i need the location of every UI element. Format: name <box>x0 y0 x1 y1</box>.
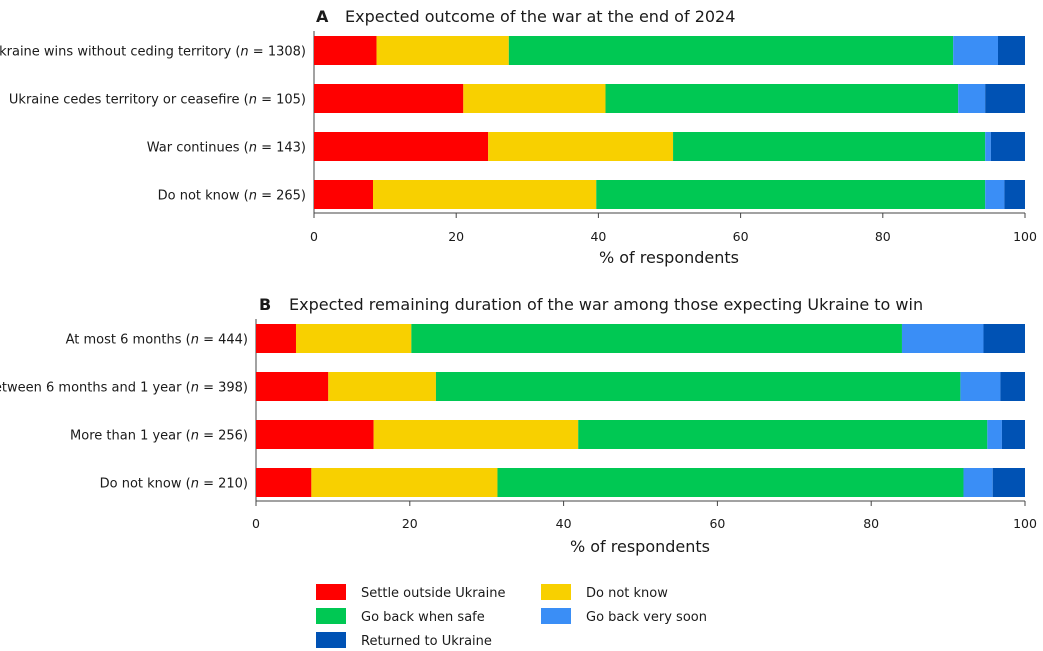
legend-swatch-go-back-very-soon <box>541 608 571 624</box>
panel-b-bar-go-back-when-safe <box>435 372 961 401</box>
panel-a-bar-go-back-very-soon <box>985 132 991 161</box>
panel-a-bar-go-back-very-soon <box>958 84 986 113</box>
panel-a-x-tick-label: 20 <box>448 229 464 244</box>
panel-b-bar-settle-outside-ukraine <box>256 372 329 401</box>
panel-a: A Expected outcome of the war at the end… <box>0 7 1037 267</box>
panel-a-x-axis-label: % of respondents <box>599 248 739 267</box>
panel-a-category-label: Ukraine wins without ceding territory (n… <box>0 45 306 60</box>
panel-a-x-tick-label: 0 <box>310 229 318 244</box>
panel-a-bar-returned-to-ukraine <box>990 132 1025 161</box>
panel-a-category-label: Do not know (n = 265) <box>158 189 306 204</box>
panel-b-category-label: At most 6 months (n = 444) <box>66 333 248 348</box>
panel-a-bar-do-not-know <box>373 180 597 209</box>
panel-b-bar-returned-to-ukraine <box>992 468 1025 497</box>
panel-a-bar-do-not-know <box>463 84 606 113</box>
legend-label-settle-outside-ukraine: Settle outside Ukraine <box>361 586 505 601</box>
panel-b-bar-returned-to-ukraine <box>983 324 1025 353</box>
panel-b-bar-go-back-when-safe <box>411 324 902 353</box>
panel-b-bar-go-back-when-safe <box>578 420 988 449</box>
panel-a-bar-go-back-very-soon <box>985 180 1005 209</box>
panel-a-bar-returned-to-ukraine <box>1004 180 1025 209</box>
panel-b-bar-go-back-when-safe <box>497 468 964 497</box>
panel-a-bar-settle-outside-ukraine <box>314 180 374 209</box>
panel-b-x-tick-label: 80 <box>863 516 879 531</box>
panel-a-letter: A <box>316 7 329 26</box>
panel-a-x-tick-label: 80 <box>875 229 891 244</box>
panel-a-bar-do-not-know <box>376 36 509 65</box>
panel-b-x-axis-label: % of respondents <box>570 537 710 556</box>
panel-a-x-tick-label: 60 <box>733 229 749 244</box>
panel-a-bar-settle-outside-ukraine <box>314 36 377 65</box>
panel-a-x-tick-label: 100 <box>1013 229 1037 244</box>
panel-b-category-label: Between 6 months and 1 year (n = 398) <box>0 381 248 396</box>
panel-b-bar-go-back-very-soon <box>901 324 984 353</box>
panel-a-bar-go-back-when-safe <box>508 36 954 65</box>
legend-label-go-back-when-safe: Go back when safe <box>361 610 485 625</box>
panel-a-bar-go-back-when-safe <box>596 180 986 209</box>
panel-a-x-tick-label: 40 <box>590 229 606 244</box>
panel-b-category-label: Do not know (n = 210) <box>100 477 248 492</box>
legend-swatch-go-back-when-safe <box>316 608 346 624</box>
panel-b-bar-settle-outside-ukraine <box>256 468 312 497</box>
panel-a-category-label: Ukraine cedes territory or ceasefire (n … <box>9 93 306 108</box>
panel-a-bar-do-not-know <box>488 132 674 161</box>
panel-b-bar-do-not-know <box>295 324 412 353</box>
panel-b-bar-go-back-very-soon <box>987 420 1002 449</box>
panel-b-bar-do-not-know <box>311 468 498 497</box>
panel-b-category-label: More than 1 year (n = 256) <box>70 429 248 444</box>
legend: Settle outside Ukraine Do not know Go back… <box>316 584 707 649</box>
panel-b-x-tick-label: 100 <box>1013 516 1037 531</box>
panel-b-bar-go-back-very-soon <box>960 372 1001 401</box>
panel-a-bar-go-back-when-safe <box>673 132 986 161</box>
panel-a-bar-go-back-when-safe <box>605 84 959 113</box>
legend-label-do-not-know: Do not know <box>586 586 668 601</box>
panel-a-title: Expected outcome of the war at the end o… <box>345 7 735 26</box>
panel-b-bar-do-not-know <box>373 420 579 449</box>
panel-b-bar-go-back-very-soon <box>963 468 993 497</box>
legend-label-returned-to-ukraine: Returned to Ukraine <box>361 634 492 649</box>
panel-b: B Expected remaining duration of the war… <box>0 295 1037 556</box>
panel-b-bar-settle-outside-ukraine <box>256 324 296 353</box>
panel-a-bar-returned-to-ukraine <box>985 84 1025 113</box>
panel-b-letter: B <box>259 295 271 314</box>
panel-b-x-tick-label: 60 <box>709 516 725 531</box>
panel-b-x-tick-label: 20 <box>402 516 418 531</box>
legend-swatch-settle-outside-ukraine <box>316 584 346 600</box>
panel-b-bar-settle-outside-ukraine <box>256 420 374 449</box>
panel-a-category-label: War continues (n = 143) <box>147 141 306 156</box>
legend-swatch-do-not-know <box>541 584 571 600</box>
panel-a-bar-go-back-very-soon <box>953 36 998 65</box>
panel-a-bar-returned-to-ukraine <box>997 36 1025 65</box>
panel-b-title: Expected remaining duration of the war a… <box>289 295 923 314</box>
panel-b-x-tick-label: 0 <box>252 516 260 531</box>
panel-a-bar-settle-outside-ukraine <box>314 84 464 113</box>
panel-b-x-tick-label: 40 <box>556 516 572 531</box>
panel-b-bar-do-not-know <box>328 372 436 401</box>
panel-a-bar-settle-outside-ukraine <box>314 132 489 161</box>
legend-label-go-back-very-soon: Go back very soon <box>586 610 707 625</box>
panel-b-bar-returned-to-ukraine <box>1001 420 1025 449</box>
legend-swatch-returned-to-ukraine <box>316 632 346 648</box>
panel-b-bar-returned-to-ukraine <box>1000 372 1025 401</box>
